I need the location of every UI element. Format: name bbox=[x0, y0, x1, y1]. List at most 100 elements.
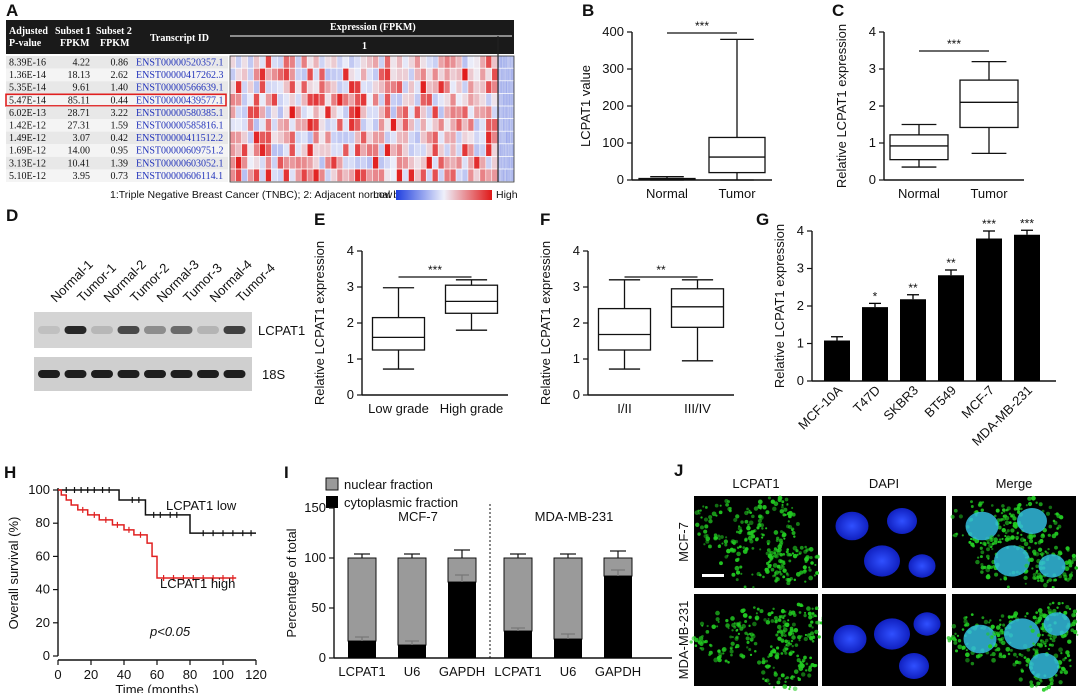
x-tick-label: LCPAT1 bbox=[494, 664, 541, 679]
y-tick-label: 60 bbox=[36, 548, 50, 563]
bar bbox=[862, 307, 888, 381]
legend-nuclear: nuclear fraction bbox=[344, 477, 433, 492]
significance-marker: ** bbox=[908, 281, 918, 295]
y-axis-label: Relative LCPAT1 expression bbox=[772, 224, 787, 388]
y-tick-label: 0 bbox=[617, 172, 624, 187]
panel-label-a: A bbox=[6, 1, 18, 20]
table-row: 1.49E-12 3.07 0.42 ENST00000411512.2 bbox=[6, 131, 228, 145]
bar-nuclear bbox=[347, 557, 377, 642]
p-value: 1.49E-12 bbox=[9, 133, 46, 144]
bar bbox=[976, 238, 1002, 381]
y-tick-label: 0 bbox=[319, 650, 326, 665]
y-tick-label: 100 bbox=[602, 135, 624, 150]
x-tick-label: GAPDH bbox=[595, 664, 641, 679]
subset2-fpkm: 1.59 bbox=[111, 121, 129, 132]
significance-marker: *** bbox=[695, 19, 709, 33]
transcript-id-link[interactable]: ENST00000566639.1 bbox=[136, 83, 224, 94]
bar bbox=[1014, 234, 1040, 381]
panel-label-c: C bbox=[832, 1, 844, 20]
panel-label-i: I bbox=[284, 463, 289, 482]
x-tick-label: 60 bbox=[150, 667, 164, 682]
panel-e-boxplot: E 0 1 2 3 4 Relative LCPAT1 expression Low grad… bbox=[312, 210, 508, 416]
micrograph-mcf-7-merge bbox=[950, 495, 1079, 589]
p-value: 8.39E-16 bbox=[9, 58, 46, 69]
micrograph-mda-mb-231-merge bbox=[946, 594, 1079, 692]
x-tick-label: 120 bbox=[245, 667, 267, 682]
table-row: 5.35E-14 9.61 1.40 ENST00000566639.1 bbox=[6, 81, 228, 94]
transcript-id-link[interactable]: ENST00000603052.1 bbox=[136, 158, 224, 169]
significance-marker: ** bbox=[656, 263, 666, 277]
header-subset1: Subset 1 bbox=[55, 26, 91, 37]
transcript-id-link[interactable]: ENST00000411512.2 bbox=[136, 133, 223, 144]
significance-marker: ** bbox=[946, 256, 956, 270]
blot-band bbox=[223, 370, 246, 378]
panel-label-b: B bbox=[582, 1, 594, 20]
transcript-id-link[interactable]: ENST00000417262.3 bbox=[136, 70, 224, 81]
blot-band bbox=[64, 370, 87, 378]
blot-label-lcpat1: LCPAT1 bbox=[258, 323, 305, 338]
transcript-id-link[interactable]: ENST00000439577.1 bbox=[136, 95, 224, 106]
y-tick-label: 0 bbox=[797, 373, 804, 388]
subset2-fpkm: 1.40 bbox=[111, 83, 129, 94]
transcript-id-link[interactable]: ENST00000520357.1 bbox=[136, 58, 224, 69]
blot-band bbox=[117, 370, 140, 378]
y-tick-label: 1 bbox=[869, 135, 876, 150]
y-tick-label: 50 bbox=[312, 600, 326, 615]
bar-nuclear bbox=[553, 557, 583, 640]
header-subset2: Subset 2 bbox=[96, 26, 132, 37]
y-tick-label: 4 bbox=[347, 243, 354, 258]
panel-j-immunofluorescence: J LCPAT1 DAPI Merge MCF-7 MDA-MB-231 bbox=[674, 461, 1079, 692]
p-value: 6.02E-13 bbox=[9, 108, 46, 119]
significance-marker: *** bbox=[982, 217, 996, 231]
x-tick-label: 100 bbox=[212, 667, 234, 682]
significance-marker: * bbox=[873, 289, 878, 303]
blot-band bbox=[223, 326, 246, 334]
panel-h-survival: H 0 20 40 60 80 100 0 20 40 60 80 100 120 Overall surv… bbox=[4, 463, 267, 693]
legend-swatch-nuclear bbox=[325, 477, 339, 491]
header-group-1: 1 bbox=[362, 41, 367, 52]
subset1-fpkm: 3.95 bbox=[73, 171, 91, 182]
bar bbox=[900, 299, 926, 381]
y-tick-label: 4 bbox=[797, 223, 804, 238]
x-tick-label: U6 bbox=[560, 664, 577, 679]
transcript-id-link[interactable]: ENST00000606114.1 bbox=[136, 171, 223, 182]
bar bbox=[938, 275, 964, 381]
panel-label-g: G bbox=[756, 210, 769, 229]
p-value: 5.35E-14 bbox=[9, 83, 46, 94]
panel-label-f: F bbox=[540, 210, 550, 229]
blot-label-18s: 18S bbox=[262, 367, 285, 382]
legend-low-label: Low bbox=[373, 189, 393, 201]
blot-band bbox=[38, 370, 60, 378]
blot-band bbox=[144, 326, 166, 334]
subset2-fpkm: 1.39 bbox=[111, 158, 129, 169]
box-iii-iv bbox=[670, 279, 725, 362]
x-tick-label: High grade bbox=[440, 401, 504, 416]
column-label: LCPAT1 bbox=[732, 476, 779, 491]
transcript-id-link[interactable]: ENST00000580385.1 bbox=[136, 108, 224, 119]
bar-nuclear bbox=[397, 557, 427, 646]
column-label: DAPI bbox=[869, 476, 899, 491]
y-tick-label: 300 bbox=[602, 61, 624, 76]
y-tick-label: 3 bbox=[573, 279, 580, 294]
panel-b-boxplot: B 0 100 200 300 400 LCPAT1 value Normal Tumor *** bbox=[578, 1, 772, 201]
subset2-fpkm: 2.62 bbox=[111, 70, 129, 81]
y-tick-label: 0 bbox=[347, 387, 354, 402]
color-legend-bar bbox=[396, 190, 492, 200]
panel-f-boxplot: F 0 1 2 3 4 Relative LCPAT1 expression I/II III/… bbox=[538, 210, 734, 416]
subset1-fpkm: 10.41 bbox=[68, 158, 91, 169]
table-row: 8.39E-16 4.22 0.86 ENST00000520357.1 bbox=[6, 56, 228, 69]
table-row: 5.10E-12 3.95 0.73 ENST00000606114.1 bbox=[6, 169, 228, 182]
y-tick-label: 2 bbox=[573, 315, 580, 330]
x-axis-label: Time (months) bbox=[115, 682, 198, 693]
scale-bar bbox=[702, 574, 724, 577]
bar-nuclear bbox=[503, 557, 533, 632]
y-tick-label: 3 bbox=[347, 279, 354, 294]
subset2-fpkm: 0.73 bbox=[111, 171, 129, 182]
y-tick-label: 1 bbox=[797, 336, 804, 351]
transcript-id-link[interactable]: ENST00000609751.2 bbox=[136, 146, 224, 157]
x-tick-label: Tumor bbox=[970, 186, 1008, 201]
subset1-fpkm: 27.31 bbox=[68, 121, 91, 132]
y-tick-label: 200 bbox=[602, 98, 624, 113]
header-subset2-fpkm: FPKM bbox=[100, 38, 130, 49]
transcript-id-link[interactable]: ENST00000585816.1 bbox=[136, 121, 224, 132]
